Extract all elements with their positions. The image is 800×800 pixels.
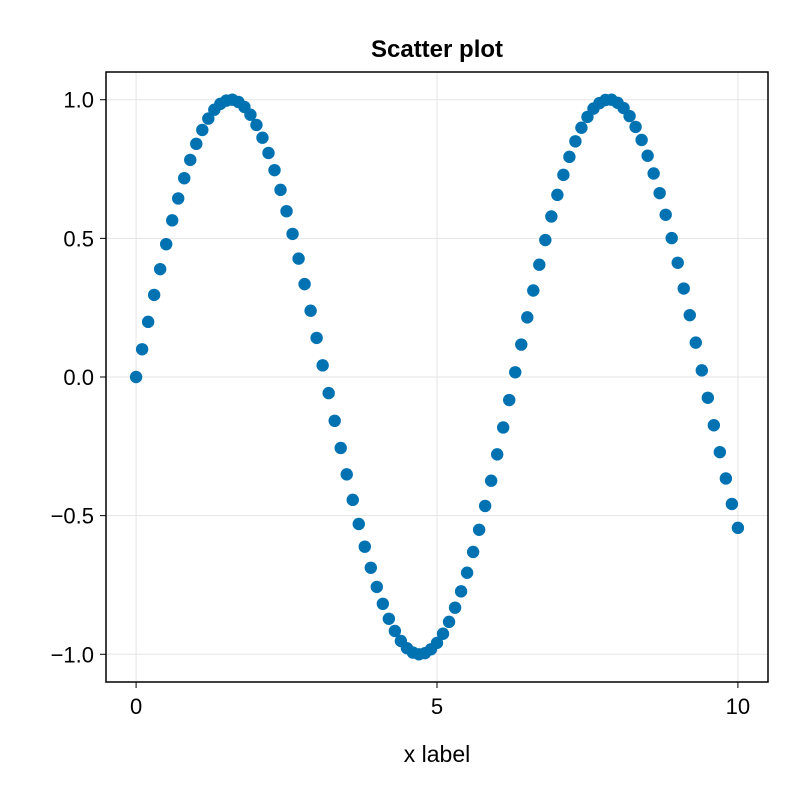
- data-point: [442, 615, 456, 629]
- data-point: [250, 118, 263, 132]
- data-point: [190, 137, 203, 151]
- data-point: [310, 331, 323, 345]
- data-point: [340, 468, 353, 481]
- data-point: [286, 227, 299, 241]
- data-point: [665, 231, 678, 245]
- data-point: [196, 123, 209, 137]
- data-point: [153, 262, 167, 276]
- data-point: [683, 308, 696, 322]
- x-tick-label: 0: [130, 694, 142, 719]
- data-point: [713, 445, 727, 459]
- y-tick-label: 0.5: [63, 226, 94, 251]
- data-point: [490, 448, 504, 461]
- data-point: [569, 135, 582, 148]
- data-point: [454, 585, 468, 598]
- data-point: [436, 627, 450, 640]
- data-point: [659, 208, 672, 221]
- data-point: [430, 636, 444, 650]
- data-point: [509, 366, 522, 379]
- data-point: [677, 282, 690, 295]
- x-axis-label: x label: [404, 741, 470, 767]
- x-tick-label: 10: [726, 694, 750, 719]
- data-point: [184, 153, 197, 167]
- data-point: [671, 256, 684, 269]
- data-point: [268, 163, 281, 177]
- data-point: [159, 237, 173, 251]
- data-point: [244, 108, 257, 121]
- data-point: [141, 315, 155, 329]
- data-point: [484, 474, 498, 487]
- axis-ticks: 0 5 10 1.0 0.5 0.0 −0.5 −1.0: [51, 88, 751, 719]
- data-point: [503, 393, 516, 407]
- data-point: [370, 580, 384, 594]
- data-point: [647, 167, 660, 180]
- data-point: [352, 517, 365, 531]
- data-point: [539, 233, 552, 247]
- data-point: [256, 131, 269, 144]
- data-point: [521, 311, 534, 324]
- y-tick-label: −0.5: [51, 504, 94, 529]
- data-point: [527, 284, 540, 297]
- data-point: [280, 204, 293, 218]
- data-point: [202, 112, 215, 125]
- data-point: [478, 499, 492, 513]
- data-point: [166, 214, 179, 227]
- data-point: [689, 336, 702, 349]
- data-point: [515, 338, 528, 351]
- data-point: [147, 288, 161, 302]
- data-point: [262, 146, 275, 160]
- data-point: [533, 258, 546, 271]
- y-tick-label: 0.0: [63, 365, 94, 390]
- data-point: [731, 521, 745, 535]
- data-point: [653, 186, 666, 200]
- data-point: [707, 419, 721, 432]
- data-point: [376, 597, 390, 611]
- data-point: [551, 188, 564, 202]
- data-point: [557, 168, 570, 182]
- data-point: [388, 624, 402, 638]
- y-tick-label: −1.0: [51, 642, 94, 667]
- data-point: [629, 120, 642, 134]
- data-point: [346, 493, 359, 507]
- data-point: [274, 183, 287, 197]
- data-point: [575, 121, 588, 134]
- data-point: [719, 472, 733, 485]
- data-point: [322, 386, 335, 400]
- data-point: [316, 359, 329, 372]
- data-point: [358, 540, 371, 553]
- data-point: [725, 497, 739, 511]
- data-point: [623, 109, 636, 123]
- data-point: [178, 171, 191, 185]
- data-point: [364, 561, 377, 574]
- data-point: [382, 612, 396, 625]
- y-tick-label: 1.0: [63, 88, 94, 113]
- data-point: [334, 441, 347, 455]
- data-point: [304, 304, 317, 317]
- data-point: [172, 192, 185, 205]
- data-point: [460, 566, 474, 579]
- data-points: [129, 93, 745, 661]
- data-point: [497, 421, 510, 434]
- data-point: [701, 391, 715, 404]
- chart-title: Scatter plot: [371, 36, 503, 63]
- data-point: [129, 370, 143, 384]
- x-tick-label: 5: [431, 694, 443, 719]
- data-point: [298, 277, 311, 291]
- data-point: [292, 252, 305, 265]
- data-point: [545, 210, 558, 223]
- data-point: [635, 133, 648, 147]
- data-point: [641, 149, 654, 162]
- data-point: [466, 545, 480, 559]
- data-point: [695, 364, 708, 377]
- data-point: [472, 523, 486, 536]
- data-point: [328, 414, 341, 428]
- data-point: [448, 601, 462, 614]
- data-point: [563, 150, 576, 164]
- data-point: [135, 343, 149, 356]
